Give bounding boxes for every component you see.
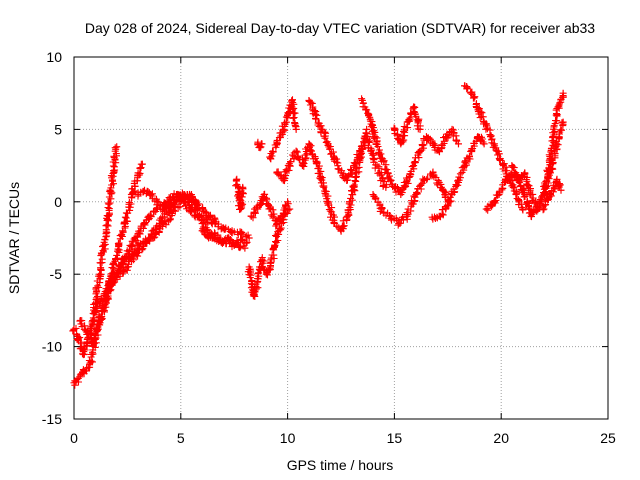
- y-tick-label: 0: [54, 194, 62, 210]
- x-axis: 0 5 10 15 20 25: [70, 57, 616, 446]
- data-markers: [428, 133, 487, 222]
- series-track21: [508, 118, 567, 214]
- x-tick-label: 5: [177, 430, 185, 446]
- y-tick-label: 10: [46, 49, 62, 65]
- data-markers: [266, 96, 300, 163]
- data-markers: [254, 138, 265, 152]
- series-track14: [305, 96, 391, 191]
- data-markers: [232, 175, 247, 213]
- series-track15: [358, 95, 462, 199]
- data-markers: [103, 190, 247, 295]
- data-series: [69, 82, 567, 389]
- x-tick-label: 10: [280, 430, 296, 446]
- series-track12: [266, 96, 300, 163]
- data-markers: [69, 144, 120, 359]
- series-track10: [247, 190, 294, 230]
- series-track9: [244, 198, 292, 300]
- data-markers: [247, 190, 292, 230]
- series-track18: [428, 133, 488, 223]
- y-axis: -15 -10 -5 0 5 10: [42, 49, 608, 427]
- x-tick-label: 20: [493, 430, 509, 446]
- data-markers: [305, 97, 391, 190]
- data-markers: [358, 95, 461, 197]
- data-markers: [244, 200, 292, 300]
- series-track5: [102, 190, 249, 295]
- plot-frame: [73, 56, 609, 420]
- series-track22: [539, 175, 565, 214]
- x-tick-label: 25: [600, 430, 616, 446]
- y-tick-label: -10: [42, 339, 62, 355]
- x-axis-title: GPS time / hours: [287, 457, 394, 473]
- data-markers: [370, 168, 452, 229]
- x-tick-label: 0: [70, 430, 78, 446]
- y-axis-title: SDTVAR / TECUs: [6, 182, 22, 294]
- y-tick-label: 5: [54, 121, 62, 137]
- data-markers: [273, 129, 371, 235]
- series-track17: [390, 103, 424, 148]
- data-markers: [390, 103, 424, 146]
- data-markers: [539, 175, 564, 214]
- y-tick-label: -5: [50, 266, 63, 282]
- data-markers: [199, 225, 250, 248]
- y-tick-label: -15: [42, 411, 62, 427]
- data-markers: [134, 187, 219, 224]
- series-track7: [198, 225, 251, 249]
- data-point: [557, 186, 565, 194]
- series-track13: [273, 125, 371, 235]
- series-track11: [254, 138, 266, 152]
- chart-title: Day 028 of 2024, Sidereal Day-to-day VTE…: [85, 20, 595, 36]
- series-track8: [232, 175, 247, 213]
- x-tick-label: 15: [387, 430, 403, 446]
- series-track1: [69, 143, 121, 359]
- series-track19: [461, 82, 527, 214]
- series-track16: [369, 168, 454, 229]
- data-markers: [509, 119, 567, 214]
- series-track6: [134, 186, 219, 224]
